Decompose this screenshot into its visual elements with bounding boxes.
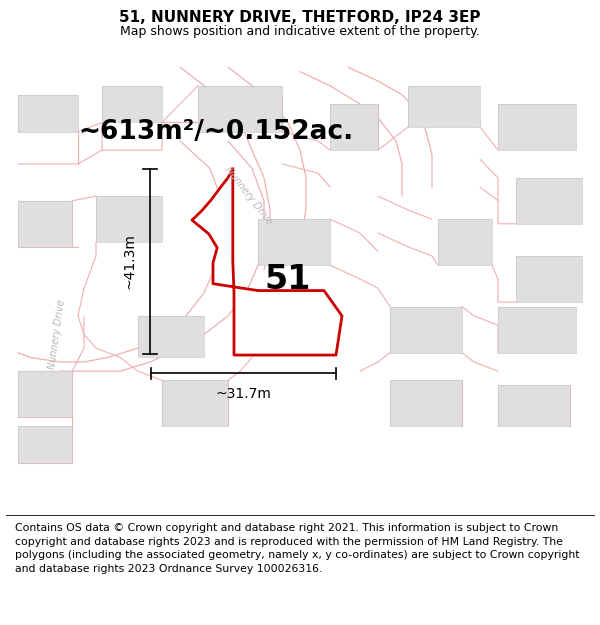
Polygon shape bbox=[408, 86, 480, 127]
Text: ~41.3m: ~41.3m bbox=[123, 233, 137, 289]
Polygon shape bbox=[390, 307, 462, 352]
Text: 51: 51 bbox=[265, 262, 311, 296]
Text: Contains OS data © Crown copyright and database right 2021. This information is : Contains OS data © Crown copyright and d… bbox=[15, 523, 580, 574]
Text: Nunnery Drive: Nunnery Drive bbox=[47, 299, 67, 370]
Text: ~613m²/~0.152ac.: ~613m²/~0.152ac. bbox=[79, 119, 353, 144]
Text: 51, NUNNERY DRIVE, THETFORD, IP24 3EP: 51, NUNNERY DRIVE, THETFORD, IP24 3EP bbox=[119, 10, 481, 25]
Polygon shape bbox=[96, 196, 162, 242]
Text: Map shows position and indicative extent of the property.: Map shows position and indicative extent… bbox=[120, 25, 480, 38]
Polygon shape bbox=[102, 86, 162, 122]
Polygon shape bbox=[258, 219, 330, 265]
Polygon shape bbox=[516, 177, 582, 224]
Polygon shape bbox=[498, 385, 570, 426]
Polygon shape bbox=[390, 381, 462, 426]
Polygon shape bbox=[18, 371, 72, 418]
Polygon shape bbox=[192, 169, 342, 355]
Polygon shape bbox=[498, 307, 576, 352]
Polygon shape bbox=[138, 316, 204, 357]
Polygon shape bbox=[18, 95, 78, 132]
Text: Nunnery Drive: Nunnery Drive bbox=[223, 165, 275, 227]
Text: ~31.7m: ~31.7m bbox=[215, 388, 272, 401]
Polygon shape bbox=[498, 104, 576, 150]
Polygon shape bbox=[438, 219, 492, 265]
Polygon shape bbox=[198, 86, 282, 132]
Polygon shape bbox=[18, 201, 72, 247]
Polygon shape bbox=[18, 426, 72, 463]
Polygon shape bbox=[162, 381, 228, 426]
Polygon shape bbox=[330, 104, 378, 150]
Polygon shape bbox=[516, 256, 582, 302]
